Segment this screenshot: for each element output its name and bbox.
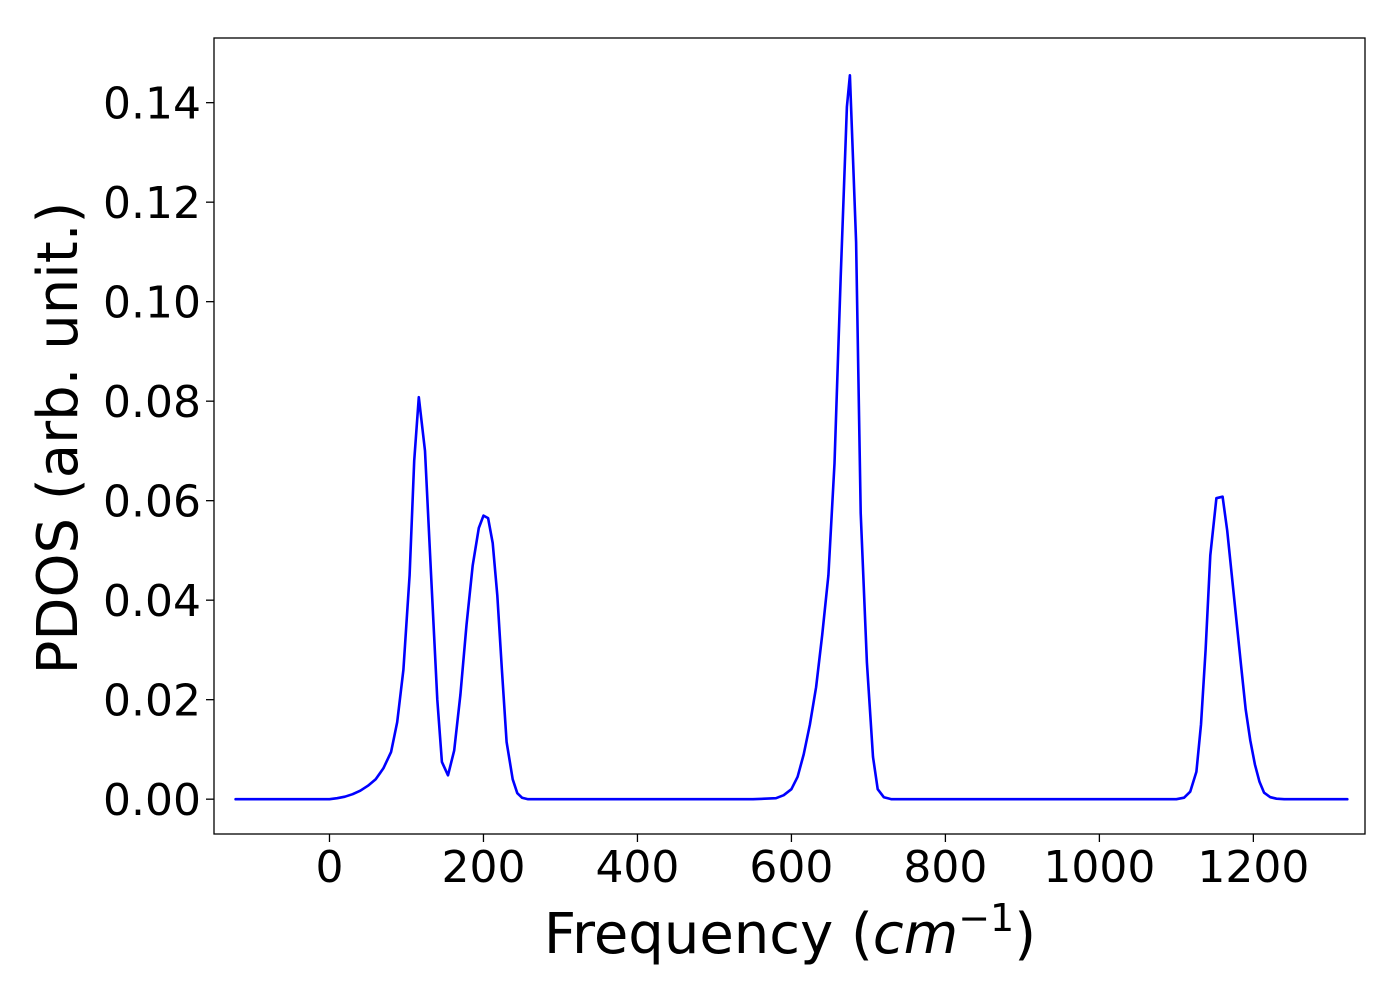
x-tick-label: 200 <box>441 842 525 893</box>
x-axis-label-exponent: −1 <box>958 896 1014 940</box>
x-tick-label: 1200 <box>1197 842 1309 893</box>
plot-area-frame <box>213 37 1366 835</box>
x-tick-label: 400 <box>595 842 679 893</box>
series-line <box>234 74 1349 801</box>
y-tick-label: 0.08 <box>103 377 201 428</box>
y-tick-label: 0.10 <box>103 278 201 329</box>
y-tick-label: 0.06 <box>103 477 201 528</box>
x-tick-label: 1000 <box>1043 842 1155 893</box>
x-axis-label-main: Frequency ( <box>544 902 873 967</box>
y-axis-label: PDOS (arb. unit.) <box>26 202 91 675</box>
y-axis-ticks: 0.00 0.02 0.04 0.06 0.08 0.10 0.12 0.14 <box>103 79 214 826</box>
x-tick-label: 600 <box>749 842 833 893</box>
x-axis-label-close: ) <box>1014 902 1036 967</box>
x-axis-label-unit: cm <box>873 902 958 967</box>
y-tick-label: 0.12 <box>103 178 201 229</box>
y-tick-label: 0.00 <box>103 775 201 826</box>
y-tick-label: 0.02 <box>103 676 201 727</box>
x-axis-ticks: 0 200 400 600 800 1000 1200 <box>315 834 1309 893</box>
x-axis-label: Frequency (cm−1) <box>544 896 1036 967</box>
x-tick-label: 0 <box>315 842 343 893</box>
y-tick-label: 0.14 <box>103 79 201 130</box>
x-tick-label: 800 <box>903 842 987 893</box>
series-layer <box>234 74 1349 801</box>
y-tick-label: 0.04 <box>103 576 201 627</box>
